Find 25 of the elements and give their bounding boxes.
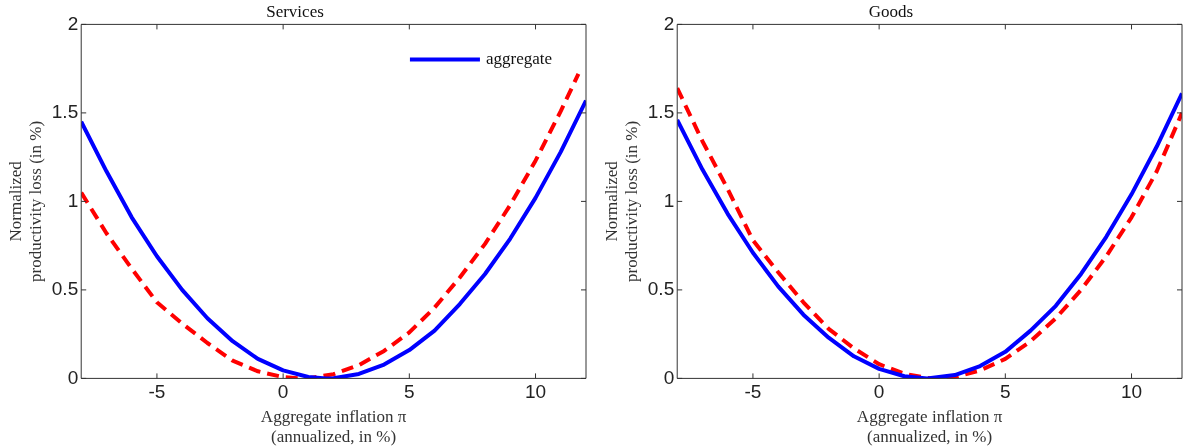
y-tick-label: 2 <box>67 12 79 34</box>
chart-title: Goods <box>868 1 914 21</box>
x-tick-label: 10 <box>524 381 547 403</box>
x-tick-label: -5 <box>148 381 166 403</box>
y-tick-label: 1 <box>67 189 79 211</box>
y-tick-label: 0.5 <box>51 278 79 300</box>
x-tick-label: 0 <box>277 381 289 403</box>
x-axis-title: Aggregate inflation π (annualized, in %) <box>260 406 407 447</box>
x-tick-label: 5 <box>404 381 415 403</box>
y-tick-label: 0 <box>663 366 675 388</box>
x-tick-label: -5 <box>744 381 762 403</box>
y-tick-label: 2 <box>663 12 675 34</box>
y-tick-label: 0.5 <box>647 278 675 300</box>
x-tick-label: 0 <box>873 381 885 403</box>
x-tick-label: 10 <box>1120 381 1143 403</box>
y-tick-label: 0 <box>67 366 79 388</box>
y-tick-label: 1.5 <box>51 101 79 123</box>
legend-label: aggregate <box>485 48 553 68</box>
y-axis-title: Normalized productivity loss (in %) <box>5 120 46 282</box>
y-tick-label: 1.5 <box>647 101 675 123</box>
x-tick-label: 5 <box>1000 381 1011 403</box>
x-axis-title: Aggregate inflation π (annualized, in %) <box>856 406 1003 447</box>
y-axis-title: Normalized productivity loss (in %) <box>601 120 642 282</box>
chart-title: Services <box>266 1 324 21</box>
y-tick-label: 1 <box>663 189 675 211</box>
